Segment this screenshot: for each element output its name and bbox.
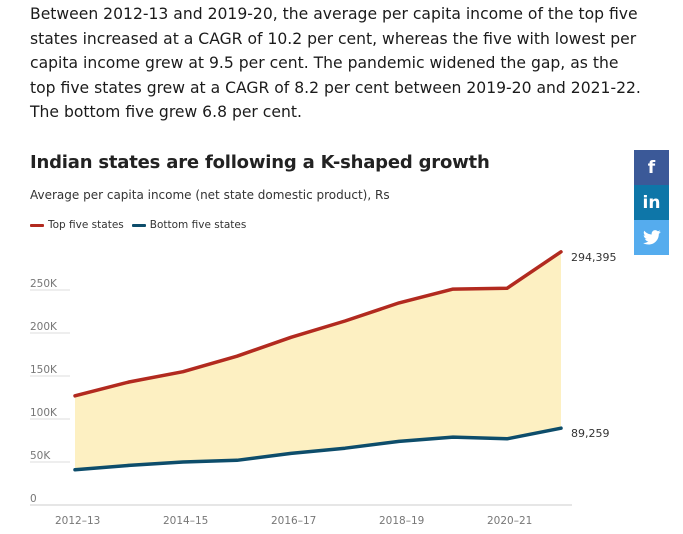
legend-swatch-bottom xyxy=(131,223,146,227)
end-label-bottom-five: 89,259 xyxy=(571,427,610,440)
y-tick-label: 0 xyxy=(30,493,37,505)
linkedin-icon: in xyxy=(642,192,661,213)
chart-title: Indian states are following a K-shaped g… xyxy=(30,152,490,173)
legend-item-bottom: Bottom five states xyxy=(131,219,247,231)
y-tick-label: 250K xyxy=(30,278,58,290)
legend-swatch-top xyxy=(30,223,44,227)
chart-legend: Top five states Bottom five states xyxy=(30,219,246,231)
legend-label-top: Top five states xyxy=(48,219,124,231)
end-label-top-five: 294,395 xyxy=(571,251,617,264)
twitter-share-button[interactable] xyxy=(634,220,669,255)
chart-subtitle: Average per capita income (net state dom… xyxy=(30,188,390,202)
x-tick-label: 2020–21 xyxy=(487,515,532,527)
social-share-bar: f in xyxy=(634,150,669,255)
series-line-bottom-five xyxy=(73,426,563,472)
x-tick-label: 2016–17 xyxy=(271,515,316,527)
area-between-series xyxy=(75,251,561,470)
y-tick-label: 100K xyxy=(30,407,58,419)
legend-label-bottom: Bottom five states xyxy=(149,219,247,231)
x-tick-label: 2014–15 xyxy=(163,515,208,527)
article-intro-paragraph: Between 2012-13 and 2019-20, the average… xyxy=(30,5,641,121)
y-tick-label: 50K xyxy=(30,450,51,462)
y-tick-label: 150K xyxy=(30,364,58,376)
facebook-share-button[interactable]: f xyxy=(634,150,669,185)
linkedin-share-button[interactable]: in xyxy=(634,185,669,220)
y-tick-label: 200K xyxy=(30,321,58,333)
legend-item-top: Top five states xyxy=(30,219,124,231)
series-line-top-five xyxy=(73,250,563,398)
x-tick-label: 2012–13 xyxy=(55,515,100,527)
facebook-icon: f xyxy=(647,157,656,178)
twitter-bird-icon xyxy=(642,230,661,245)
x-tick-label: 2018–19 xyxy=(379,515,424,527)
